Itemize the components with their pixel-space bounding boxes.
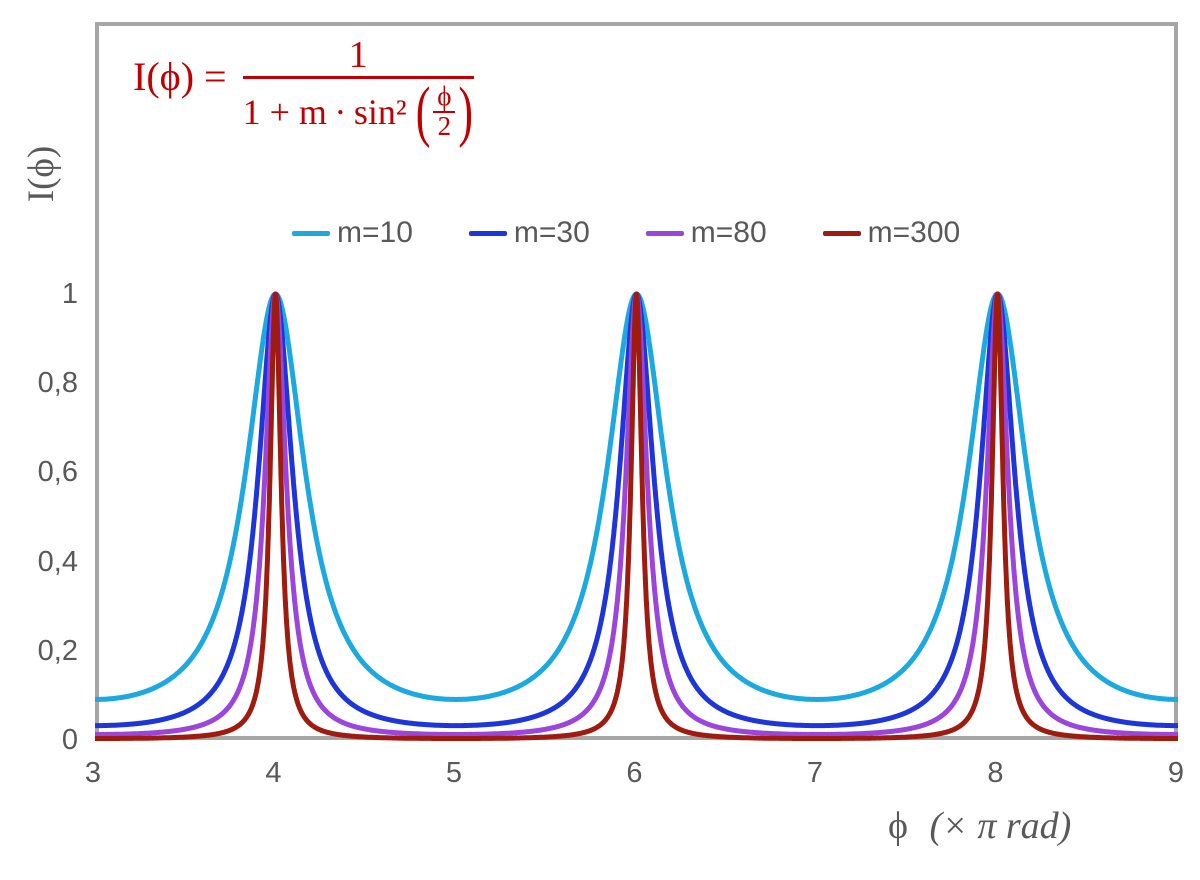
x-tick-label-8: 8	[987, 757, 1004, 789]
legend-label: m=80	[690, 216, 767, 249]
formula-numerator: 1	[348, 34, 368, 76]
legend-item-m=10: m=10	[292, 218, 413, 248]
legend-swatch	[822, 230, 861, 236]
curve-m=80	[92, 291, 1181, 737]
inner-fraction: ϕ 2	[433, 81, 456, 141]
y-tick-label-0,2: 0,2	[37, 634, 78, 667]
y-tick-label-0,8: 0,8	[37, 367, 78, 400]
formula-denominator: 1 + m ∙ sin² ( ϕ 2 )	[242, 77, 474, 145]
x-tick-label-6: 6	[626, 757, 643, 789]
legend-swatch	[645, 230, 684, 236]
formula-annotation: I(ϕ) = 1 1 + m ∙ sin² ( ϕ 2 )	[133, 34, 474, 145]
fraction-bar	[242, 76, 474, 79]
x-tick-label-4: 4	[265, 757, 282, 789]
formula-lhs: I(ϕ) =	[133, 53, 227, 99]
x-axis-title-phi: ϕ	[888, 805, 909, 847]
legend-item-m=30: m=30	[468, 216, 590, 249]
y-tick-label-0,6: 0,6	[37, 456, 78, 489]
x-axis-title-close: )	[1058, 805, 1072, 847]
y-tick-label-0,4: 0,4	[37, 545, 78, 578]
close-paren: )	[458, 72, 473, 149]
x-tick-label-9: 9	[1167, 757, 1185, 789]
inner-denominator: 2	[437, 110, 452, 141]
legend-label: m=300	[867, 216, 961, 249]
y-tick-label-0: 0	[61, 724, 78, 756]
x-axis-title: ϕ (× π rad)	[888, 804, 1071, 848]
x-tick-label-5: 5	[445, 757, 463, 789]
legend-swatch	[468, 230, 507, 236]
inner-numerator: ϕ	[437, 81, 452, 111]
inner-fraction-bar	[433, 110, 456, 113]
curve-m=30	[92, 291, 1181, 729]
curve-m=300	[92, 291, 1181, 741]
open-paren: (	[415, 72, 431, 149]
x-axis-title-units: π rad	[977, 805, 1059, 847]
x-tick-label-3: 3	[84, 757, 102, 789]
y-axis-title: I(ϕ)	[21, 145, 62, 203]
legend: m=10 m=30 m=80 m=300	[292, 218, 960, 248]
legend-item-m=300: m=300	[822, 216, 961, 249]
curve-group	[92, 291, 1181, 741]
x-axis-title-open: (×	[929, 805, 968, 847]
denominator-text: 1 + m ∙ sin²	[242, 91, 407, 132]
y-tick-label-1: 1	[61, 278, 78, 311]
x-tick-label-7: 7	[806, 757, 824, 789]
legend-label: m=10	[337, 216, 413, 249]
legend-label: m=30	[513, 216, 590, 249]
legend-item-m=80: m=80	[645, 216, 767, 249]
legend-swatch	[292, 230, 330, 236]
formula-fraction: 1 1 + m ∙ sin² ( ϕ 2 )	[242, 34, 474, 145]
plot-frame	[95, 22, 1178, 740]
